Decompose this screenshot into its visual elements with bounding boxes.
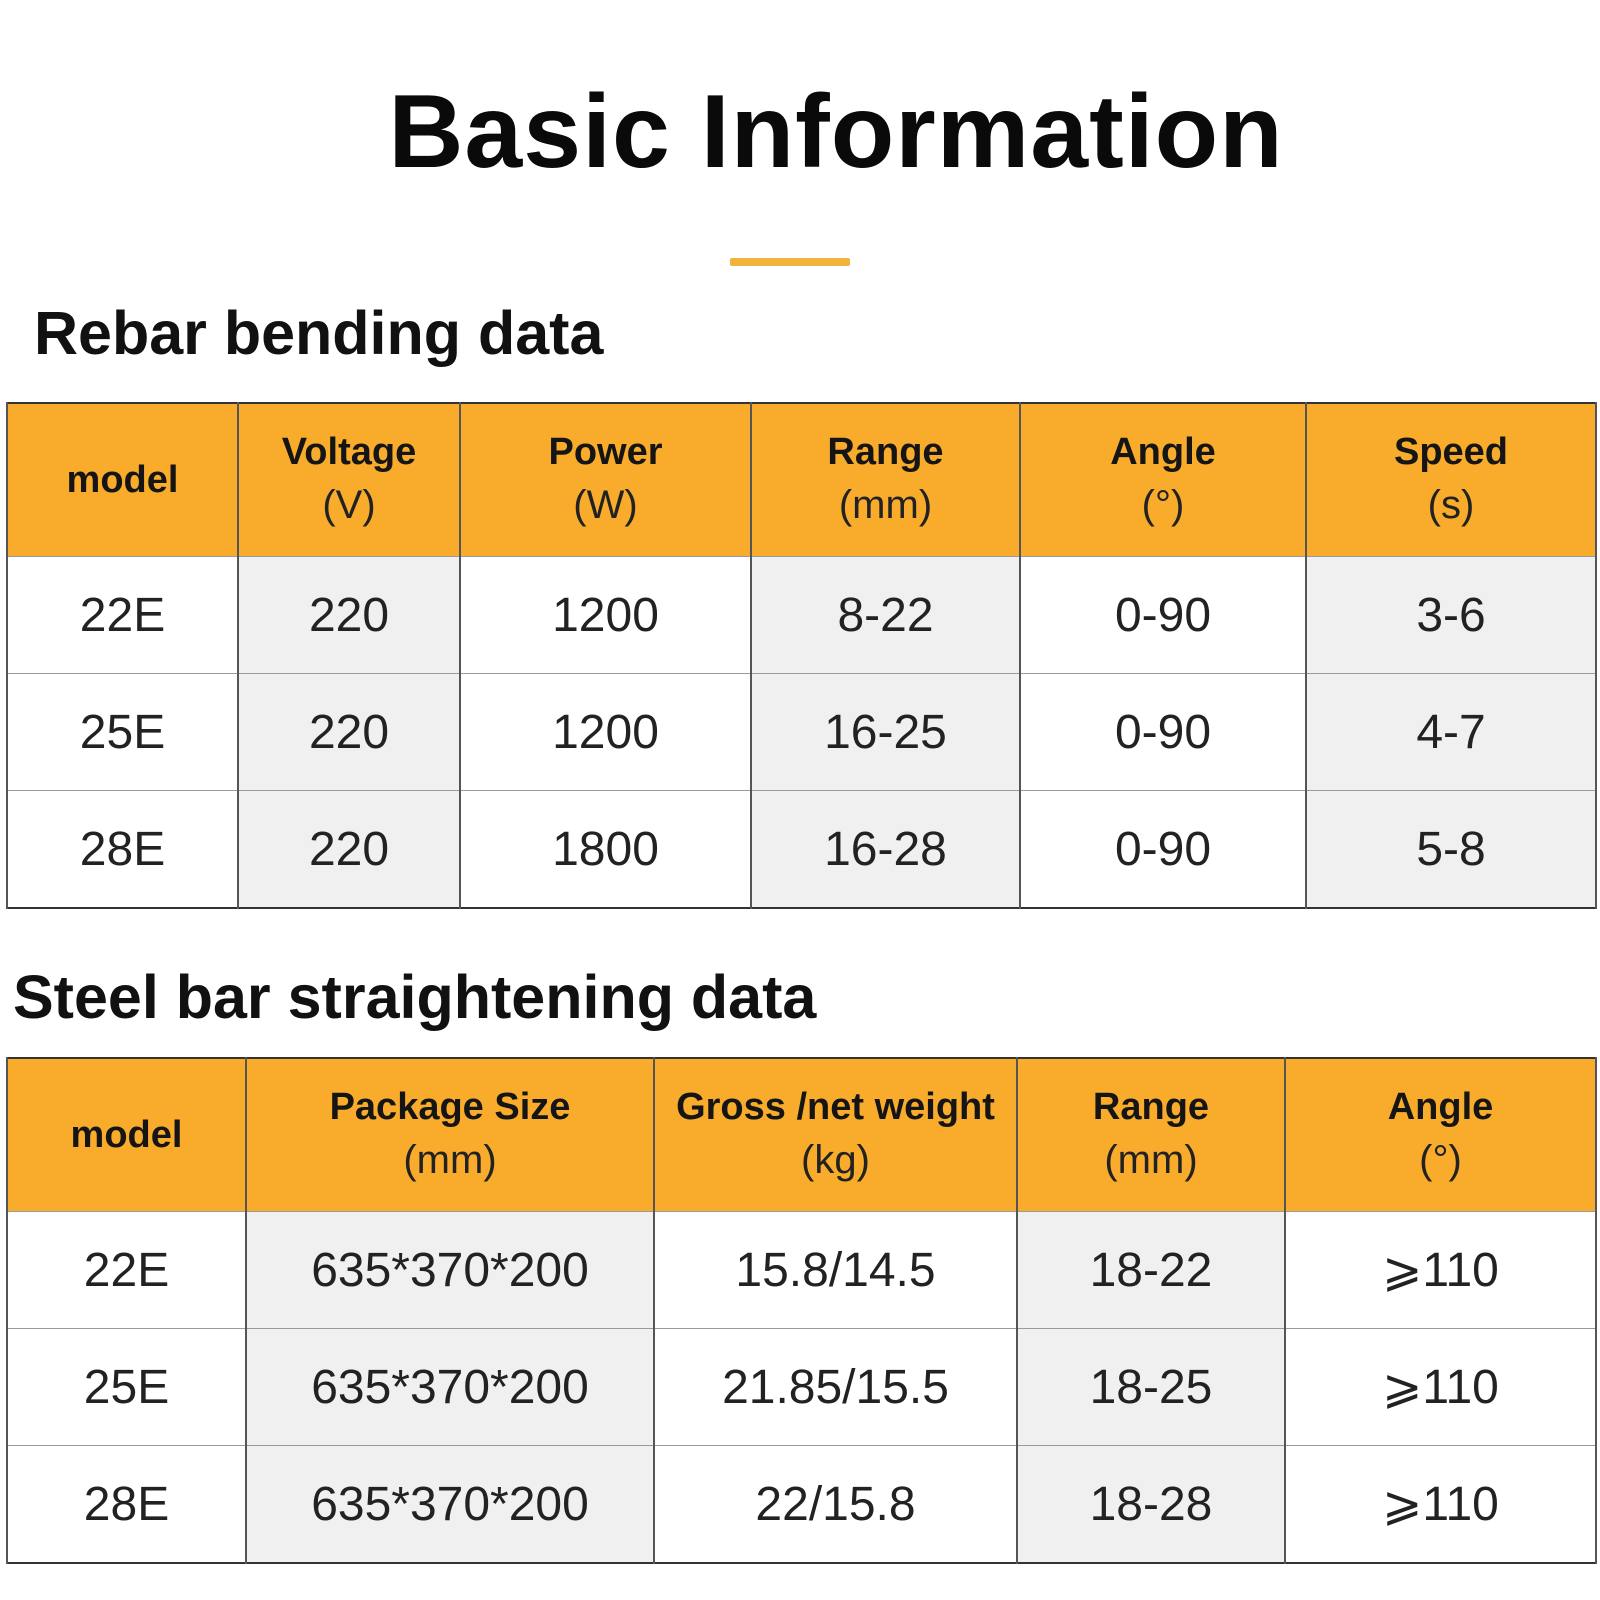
cell-range: 8-22 bbox=[750, 556, 1021, 674]
table-header-row: model Voltage (V) Power (W) Range (mm) Angl… bbox=[6, 403, 1597, 557]
header-unit: (s) bbox=[1427, 483, 1475, 527]
rebar-bending-section-title: Rebar bending data bbox=[34, 299, 604, 367]
header-angle: Angle (°) bbox=[1284, 1058, 1597, 1212]
cell-model: 28E bbox=[6, 790, 239, 908]
cell-model: 22E bbox=[6, 556, 239, 674]
header-model: model bbox=[6, 1058, 247, 1212]
cell-range: 18-25 bbox=[1016, 1328, 1286, 1446]
header-unit: (kg) bbox=[801, 1138, 870, 1182]
table-row: 28E 220 1800 16-28 0-90 5-8 bbox=[6, 790, 1597, 908]
cell-model: 25E bbox=[6, 673, 239, 791]
header-unit: (mm) bbox=[403, 1138, 497, 1182]
cell-model: 22E bbox=[6, 1211, 247, 1329]
table-row: 28E 635*370*200 22/15.8 18-28 ⩾110 bbox=[6, 1445, 1597, 1563]
header-power: Power (W) bbox=[459, 403, 752, 557]
cell-power: 1200 bbox=[459, 673, 752, 791]
cell-angle: ⩾110 bbox=[1284, 1211, 1597, 1329]
rebar-bending-table: model Voltage (V) Power (W) Range (mm) Angl… bbox=[6, 402, 1597, 909]
cell-power: 1200 bbox=[459, 556, 752, 674]
table-row: 22E 635*370*200 15.8/14.5 18-22 ⩾110 bbox=[6, 1211, 1597, 1329]
header-unit: (mm) bbox=[1104, 1138, 1198, 1182]
header-label: model bbox=[70, 1114, 183, 1156]
header-angle: Angle (°) bbox=[1019, 403, 1307, 557]
header-label: Speed bbox=[1393, 431, 1509, 473]
cell-angle: 0-90 bbox=[1019, 556, 1307, 674]
cell-weight: 15.8/14.5 bbox=[653, 1211, 1018, 1329]
table-row: 22E 220 1200 8-22 0-90 3-6 bbox=[6, 556, 1597, 674]
cell-angle: ⩾110 bbox=[1284, 1328, 1597, 1446]
cell-package-size: 635*370*200 bbox=[245, 1328, 655, 1446]
steel-bar-straightening-section-title: Steel bar straightening data bbox=[13, 963, 817, 1031]
cell-range: 18-22 bbox=[1016, 1211, 1286, 1329]
cell-speed: 3-6 bbox=[1305, 556, 1597, 674]
cell-power: 1800 bbox=[459, 790, 752, 908]
cell-angle: ⩾110 bbox=[1284, 1445, 1597, 1563]
header-label: Package Size bbox=[329, 1086, 571, 1128]
cell-model: 25E bbox=[6, 1328, 247, 1446]
cell-package-size: 635*370*200 bbox=[245, 1211, 655, 1329]
table-row: 25E 635*370*200 21.85/15.5 18-25 ⩾110 bbox=[6, 1328, 1597, 1446]
header-speed: Speed (s) bbox=[1305, 403, 1597, 557]
cell-voltage: 220 bbox=[237, 790, 461, 908]
cell-voltage: 220 bbox=[237, 673, 461, 791]
header-unit: (°) bbox=[1141, 483, 1185, 527]
header-package-size: Package Size (mm) bbox=[245, 1058, 655, 1212]
cell-angle: 0-90 bbox=[1019, 673, 1307, 791]
table-row: 25E 220 1200 16-25 0-90 4-7 bbox=[6, 673, 1597, 791]
header-label: Angle bbox=[1110, 431, 1216, 473]
header-range: Range (mm) bbox=[750, 403, 1021, 557]
header-unit: (V) bbox=[322, 483, 376, 527]
header-label: Voltage bbox=[281, 431, 417, 473]
header-label: model bbox=[66, 459, 179, 501]
header-voltage: Voltage (V) bbox=[237, 403, 461, 557]
header-label: Power bbox=[548, 431, 663, 473]
table-header-row: model Package Size (mm) Gross /net weight… bbox=[6, 1058, 1597, 1212]
cell-speed: 5-8 bbox=[1305, 790, 1597, 908]
cell-range: 16-28 bbox=[750, 790, 1021, 908]
header-weight: Gross /net weight (kg) bbox=[653, 1058, 1018, 1212]
cell-range: 18-28 bbox=[1016, 1445, 1286, 1563]
cell-voltage: 220 bbox=[237, 556, 461, 674]
cell-model: 28E bbox=[6, 1445, 247, 1563]
header-label: Angle bbox=[1387, 1086, 1494, 1128]
header-label: Range bbox=[1092, 1086, 1210, 1128]
header-unit: (mm) bbox=[838, 483, 933, 527]
header-model: model bbox=[6, 403, 239, 557]
header-unit: (°) bbox=[1419, 1138, 1462, 1182]
title-underline-divider bbox=[730, 258, 850, 266]
header-range: Range (mm) bbox=[1016, 1058, 1286, 1212]
header-label: Range bbox=[827, 431, 944, 473]
cell-angle: 0-90 bbox=[1019, 790, 1307, 908]
page-title: Basic Information bbox=[388, 74, 1284, 190]
header-unit: (W) bbox=[573, 483, 638, 527]
cell-weight: 22/15.8 bbox=[653, 1445, 1018, 1563]
steel-bar-straightening-table: model Package Size (mm) Gross /net weight… bbox=[6, 1057, 1597, 1564]
cell-speed: 4-7 bbox=[1305, 673, 1597, 791]
cell-weight: 21.85/15.5 bbox=[653, 1328, 1018, 1446]
header-label: Gross /net weight bbox=[676, 1086, 995, 1128]
cell-package-size: 635*370*200 bbox=[245, 1445, 655, 1563]
cell-range: 16-25 bbox=[750, 673, 1021, 791]
